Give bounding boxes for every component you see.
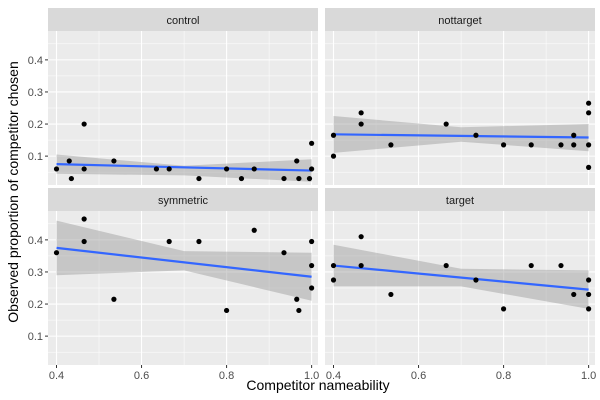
data-point-nottarget [558, 142, 564, 148]
facet-label-nottarget: nottarget [438, 15, 481, 27]
data-point-symmetric [309, 238, 315, 245]
fit-line-control [56, 163, 312, 172]
x-tick-label: 1.0 [304, 370, 319, 382]
data-point-control [223, 166, 230, 172]
data-point-symmetric [296, 307, 302, 314]
data-point-symmetric [309, 262, 315, 269]
data-point-target [586, 277, 592, 283]
y-tick-label: 0.2 [28, 299, 43, 311]
data-point-target [358, 262, 364, 269]
data-point-control [81, 166, 87, 172]
data-point-target [388, 291, 394, 298]
data-point-control [306, 175, 313, 182]
data-point-control [296, 175, 302, 182]
x-tick-label: 1.0 [581, 370, 596, 382]
data-point-symmetric [196, 238, 202, 245]
data-point-control [81, 121, 87, 127]
x-tick-label: 0.4 [326, 370, 341, 382]
data-point-symmetric [166, 238, 172, 245]
facet-label-target: target [446, 195, 474, 207]
data-point-symmetric [294, 296, 300, 302]
data-point-control [309, 140, 315, 146]
data-point-nottarget [586, 142, 592, 148]
data-point-nottarget [473, 132, 479, 138]
data-point-symmetric [223, 307, 230, 314]
data-point-control [281, 175, 287, 182]
data-point-nottarget [358, 121, 364, 127]
data-point-target [473, 277, 479, 283]
data-point-nottarget [528, 142, 534, 148]
x-tick-label: 0.6 [134, 370, 149, 382]
data-point-symmetric [81, 238, 87, 245]
data-point-control [111, 158, 117, 164]
facet-label-control: control [166, 15, 199, 27]
data-point-target [443, 262, 449, 269]
data-point-symmetric [281, 250, 287, 256]
y-tick-label: 0.1 [28, 331, 43, 343]
fit-line-nottarget [333, 133, 589, 139]
y-tick-label: 0.4 [28, 235, 43, 247]
data-point-nottarget [571, 132, 577, 138]
data-point-target [558, 262, 564, 269]
data-point-control [153, 166, 160, 172]
data-point-target [358, 234, 364, 240]
data-point-nottarget [571, 142, 577, 148]
y-tick-label: 0.1 [28, 151, 43, 163]
data-point-symmetric [111, 296, 117, 302]
y-axis-title: Observed proportion of competitor chosen [5, 61, 21, 322]
data-point-target [528, 262, 534, 269]
data-point-control [166, 166, 172, 172]
x-axis-title: Competitor nameability [246, 377, 389, 393]
data-point-symmetric [81, 216, 87, 222]
data-point-target [586, 306, 592, 312]
data-point-control [53, 166, 60, 172]
facet-strip-target [325, 188, 595, 211]
x-tick-label: 0.6 [411, 370, 426, 382]
facet-label-symmetric: symmetric [158, 195, 209, 207]
data-point-nottarget [586, 164, 592, 170]
data-point-control [309, 166, 315, 172]
data-point-nottarget [330, 153, 337, 159]
data-point-control [251, 166, 257, 172]
fit-line-symmetric [56, 246, 312, 278]
facet-strip-symmetric [48, 188, 318, 211]
y-tick-label: 0.3 [28, 267, 43, 279]
y-tick-label: 0.4 [28, 55, 43, 67]
data-point-nottarget [388, 142, 394, 148]
data-point-nottarget [443, 121, 449, 127]
data-point-target [330, 262, 337, 269]
data-point-nottarget [500, 142, 507, 148]
confidence-ribbon-nottarget [333, 116, 589, 153]
data-point-control [68, 175, 74, 182]
data-point-nottarget [586, 100, 592, 106]
data-point-nottarget [358, 110, 364, 116]
data-point-target [500, 306, 507, 312]
x-tick-label: 0.4 [49, 370, 64, 382]
x-tick-label: 0.8 [496, 370, 511, 382]
data-point-control [66, 158, 72, 164]
data-point-control [196, 175, 202, 182]
x-tick-label: 0.8 [219, 370, 234, 382]
y-tick-label: 0.2 [28, 119, 43, 131]
facet-strip-nottarget [325, 8, 595, 31]
y-tick-label: 0.3 [28, 87, 43, 99]
confidence-ribbon-symmetric [56, 220, 312, 301]
data-point-target [586, 291, 592, 298]
data-point-control [294, 158, 300, 164]
fit-line-target [333, 264, 589, 291]
data-point-nottarget [586, 110, 592, 116]
data-point-target [571, 291, 577, 298]
facet-strip-control [48, 8, 318, 31]
data-point-symmetric [309, 285, 315, 291]
data-point-nottarget [330, 132, 337, 138]
data-point-target [330, 277, 337, 283]
data-point-symmetric [53, 250, 60, 256]
data-point-control [238, 175, 245, 182]
data-point-symmetric [251, 227, 257, 233]
